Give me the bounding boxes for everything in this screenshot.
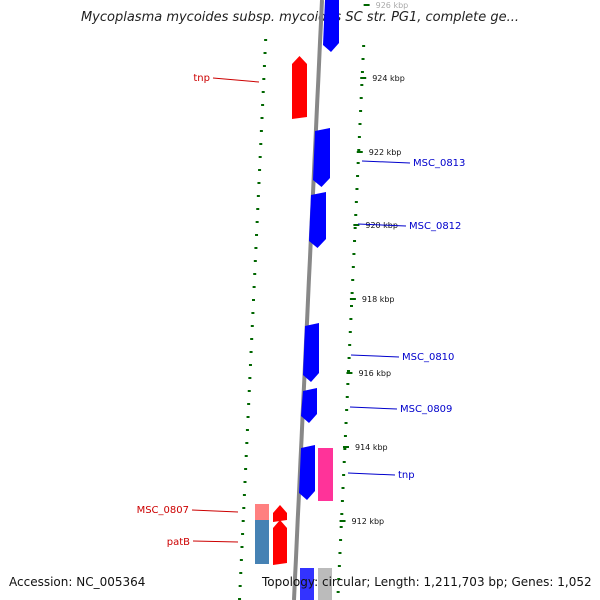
gene-label[interactable]: MSC_0812	[409, 221, 461, 232]
gene-label[interactable]: MSC_0813	[413, 158, 465, 169]
label-leader-line	[192, 540, 239, 543]
rna-gene[interactable]	[318, 448, 333, 501]
gene-arrow-forward[interactable]	[301, 388, 317, 423]
gene-label[interactable]: patB	[167, 537, 190, 548]
gene-arrow-forward[interactable]	[303, 323, 319, 382]
kbp-label: 912 kbp	[352, 517, 385, 526]
kbp-label: 922 kbp	[369, 148, 402, 157]
gene-label[interactable]: MSC_0809	[400, 404, 452, 415]
gene-feature[interactable]	[318, 568, 332, 600]
label-leader-line	[212, 77, 260, 83]
gene-label[interactable]: MSC_0810	[402, 352, 454, 363]
gene-label[interactable]: tnp	[398, 470, 415, 481]
label-leader-line	[361, 160, 411, 164]
gene-features	[255, 0, 339, 600]
gene-arrow-forward[interactable]	[323, 0, 339, 52]
gene-arrow-forward[interactable]	[300, 568, 314, 600]
gene-arrow-reverse[interactable]	[273, 520, 287, 565]
gene-arrow-reverse[interactable]	[273, 505, 287, 522]
gene-arrow-forward[interactable]	[299, 445, 315, 500]
pseudo-gene[interactable]	[255, 504, 269, 520]
gene-arrow-forward[interactable]	[313, 128, 330, 187]
genome-backbone	[292, 0, 324, 600]
map-title: Mycoplasma mycoides subsp. mycoides SC s…	[80, 10, 520, 25]
label-leader-line	[357, 223, 407, 227]
tick-marks	[238, 39, 366, 600]
gene-label[interactable]: tnp	[193, 73, 210, 84]
misc-feature[interactable]	[255, 520, 269, 564]
label-leader-line	[349, 406, 398, 410]
gene-arrow-reverse[interactable]	[292, 56, 307, 119]
gene-label[interactable]: MSC_0807	[137, 505, 189, 516]
label-leader-line	[350, 354, 400, 358]
kbp-label: 926 kbp	[376, 1, 409, 10]
accession-text: Accession: NC_005364	[9, 575, 146, 589]
topology-text: Topology: circular; Length: 1,211,703 bp…	[262, 575, 592, 589]
gene-arrow-forward[interactable]	[309, 192, 326, 248]
kbp-label: 920 kbp	[365, 221, 398, 230]
kbp-label: 914 kbp	[355, 443, 388, 452]
feature-labels: 926 kbp 924 kbp 922 kbp 920 kbp 918 kbp 916 k…	[137, 1, 466, 548]
kbp-label: 918 kbp	[362, 295, 395, 304]
label-leader-line	[191, 509, 239, 513]
kbp-label: 916 kbp	[358, 369, 391, 378]
kbp-label: 924 kbp	[372, 74, 405, 83]
label-leader-line	[347, 472, 396, 476]
